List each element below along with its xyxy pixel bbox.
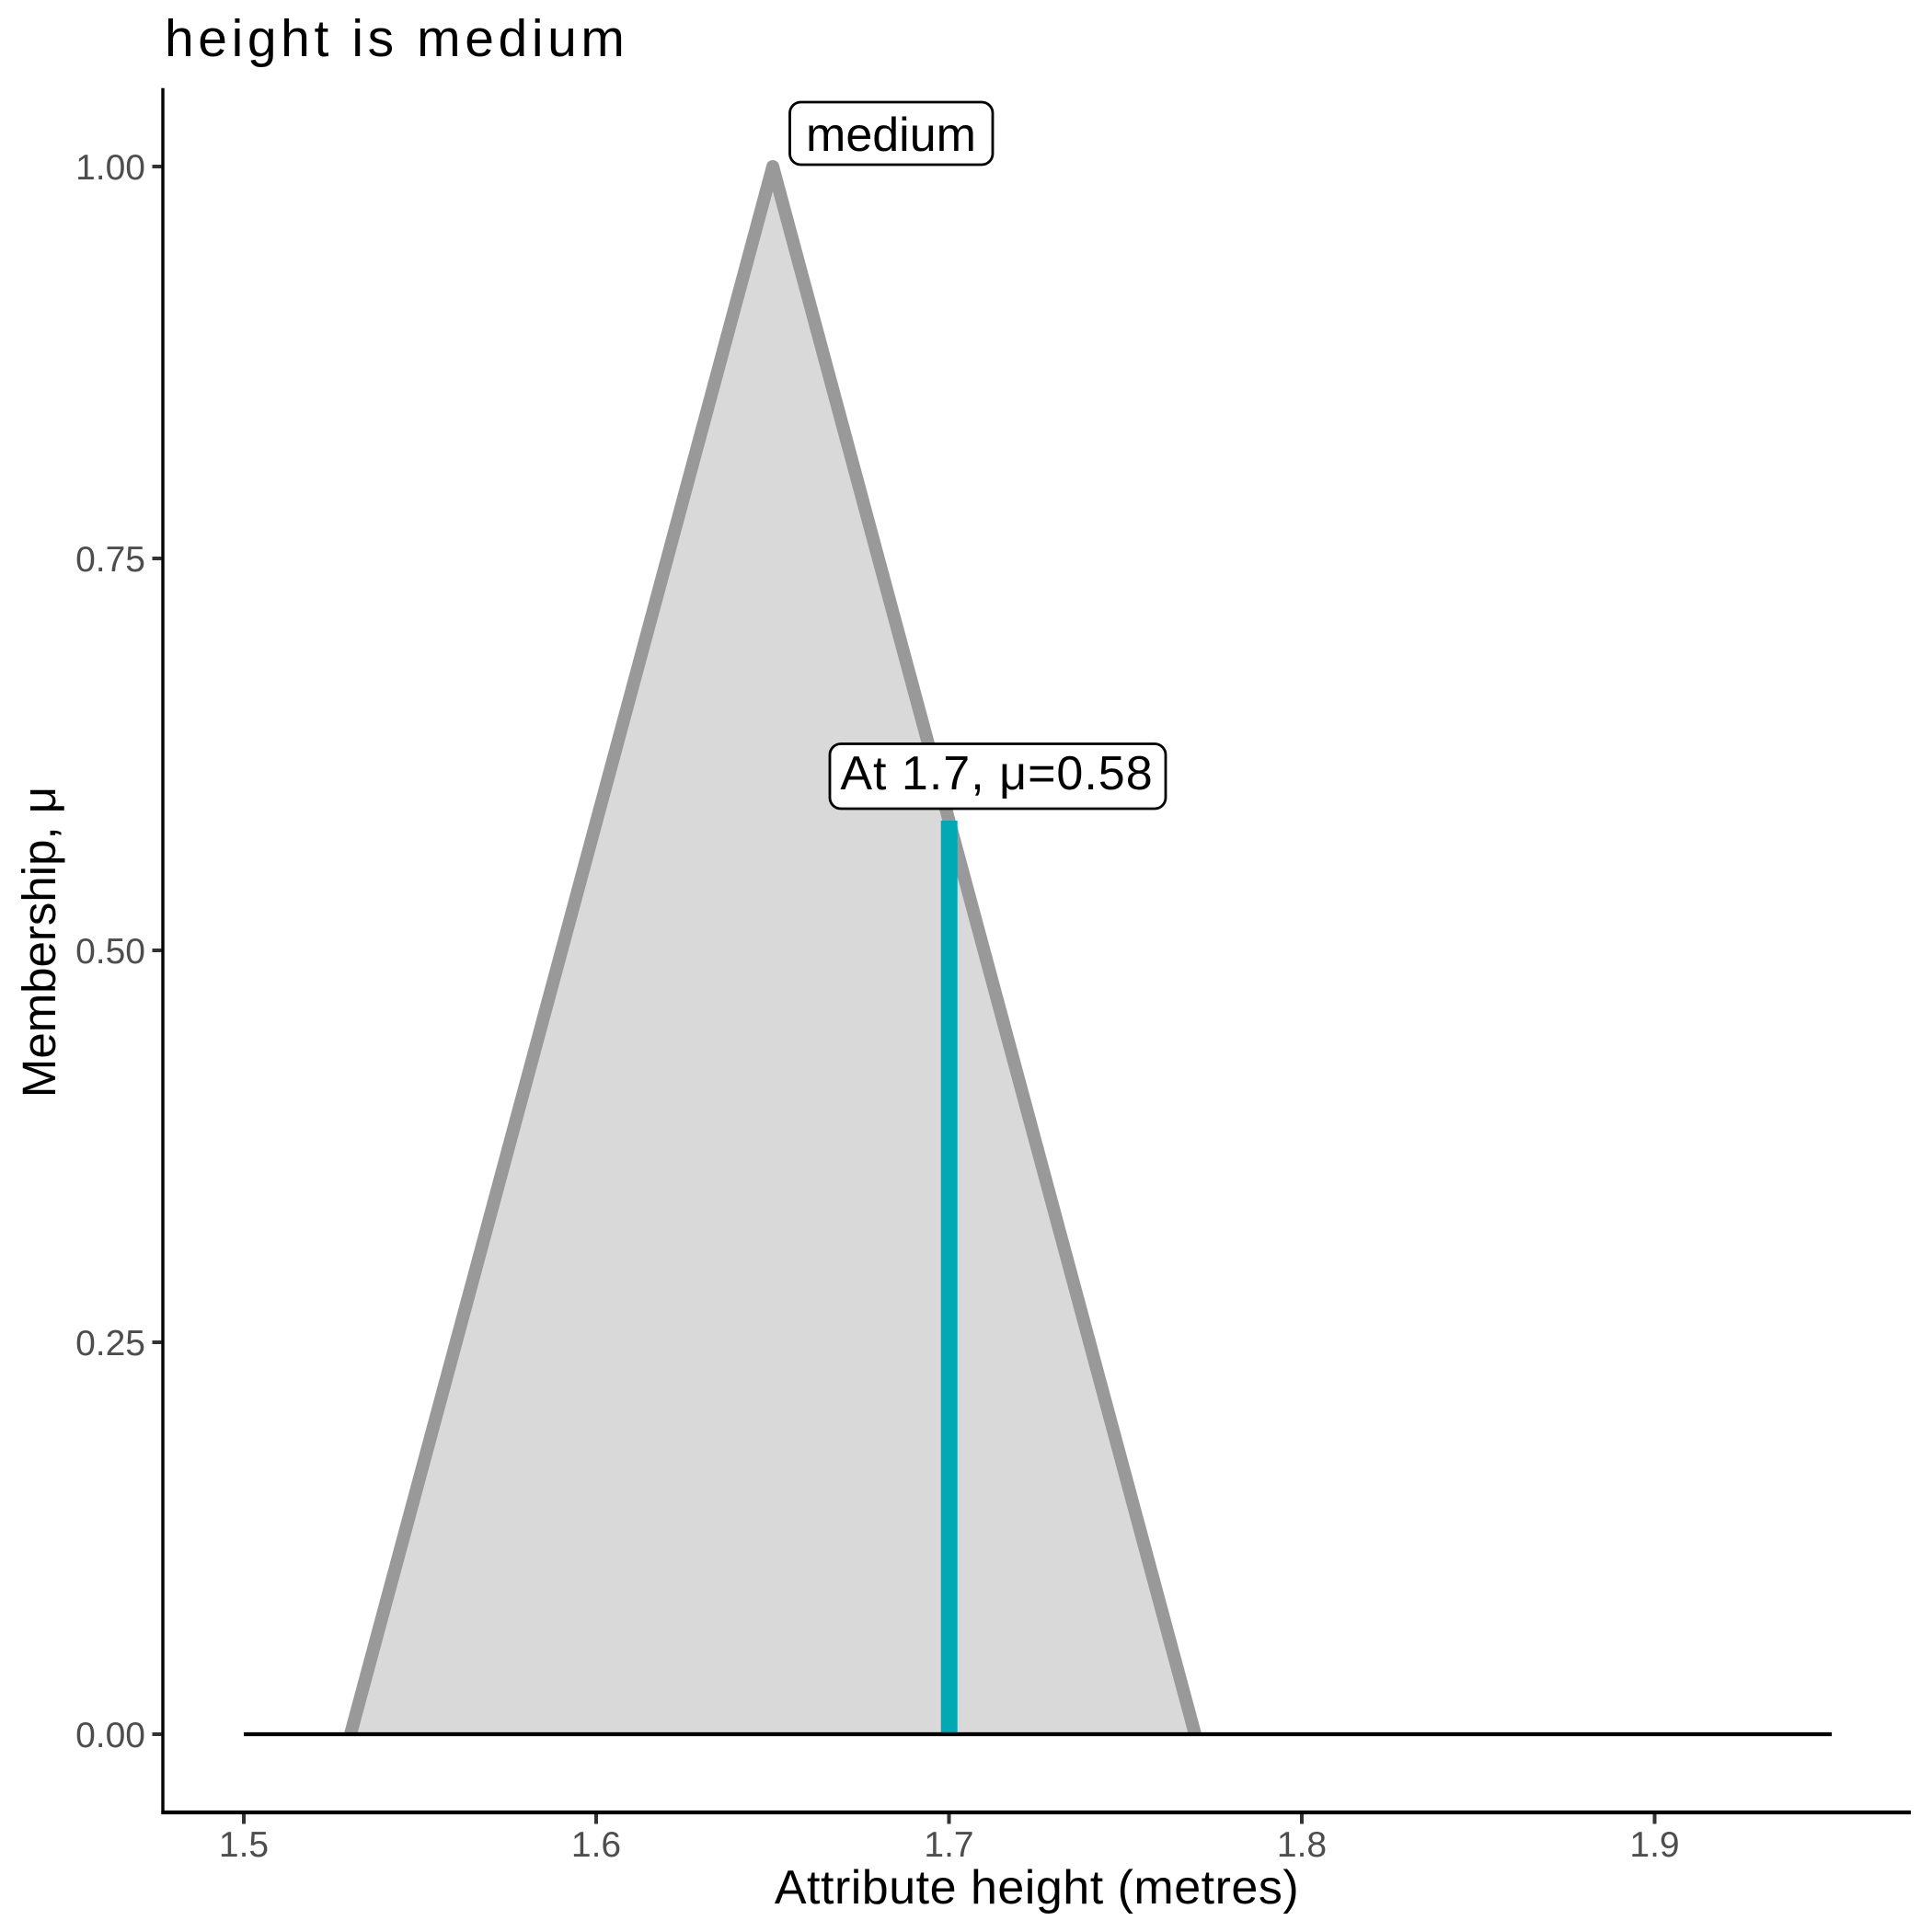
svg-text:0.25: 0.25	[75, 1324, 145, 1363]
svg-text:medium: medium	[806, 109, 976, 162]
svg-text:At 1.7, μ=0.58: At 1.7, μ=0.58	[840, 747, 1153, 800]
svg-text:1.00: 1.00	[75, 148, 145, 188]
svg-text:Membership, μ: Membership, μ	[13, 787, 65, 1098]
svg-text:Attribute height (metres): Attribute height (metres)	[775, 1861, 1299, 1915]
svg-text:0.75: 0.75	[75, 540, 145, 580]
svg-text:1.5: 1.5	[219, 1825, 269, 1865]
svg-text:1.7: 1.7	[924, 1825, 973, 1865]
svg-text:0.50: 0.50	[75, 932, 145, 972]
svg-text:1.9: 1.9	[1629, 1825, 1679, 1865]
svg-text:1.8: 1.8	[1277, 1825, 1327, 1865]
svg-text:1.6: 1.6	[571, 1825, 621, 1865]
svg-text:height is medium: height is medium	[165, 9, 628, 68]
svg-text:0.00: 0.00	[75, 1716, 145, 1755]
